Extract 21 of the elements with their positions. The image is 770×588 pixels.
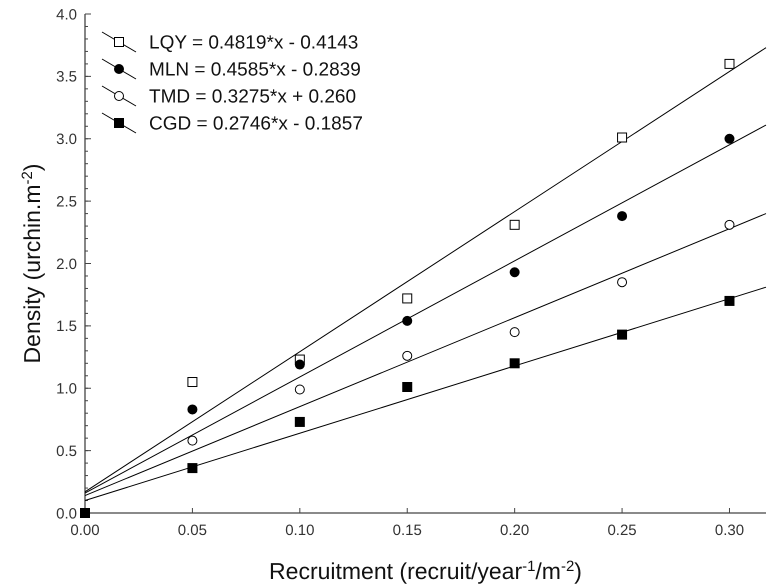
x-tick-label: 0.25 <box>607 522 637 539</box>
x-axis-title: Recruitment (recruit/year$^{-1}$/m$^{-2}$) <box>269 558 582 584</box>
y-tick-label: 3.5 <box>56 68 77 86</box>
legend-label: LQY = 0.4819*x - 0.4143 <box>149 32 358 54</box>
y-tick-label: 0.0 <box>56 505 77 522</box>
y-tick-label: 3.0 <box>56 131 77 148</box>
x-tick-label: 0.15 <box>392 522 422 539</box>
y-tick-label: 2.0 <box>56 256 77 273</box>
y-tick-label: 1.0 <box>56 380 77 398</box>
y-tick-label: 1.5 <box>56 318 77 336</box>
x-tick-label: 0.10 <box>285 522 314 539</box>
legend-label: TMD = 0.3275*x + 0.260 <box>149 86 356 108</box>
legend-label: CGD = 0.2746*x - 0.1857 <box>149 114 363 135</box>
y-tick-label: 2.5 <box>56 193 77 210</box>
y-tick-label: 0.5 <box>56 442 77 460</box>
legend-label: MLN = 0.4585*x - 0.2839 <box>149 60 361 81</box>
y-tick-label: 4.0 <box>56 6 77 24</box>
x-tick-label: 0.05 <box>178 522 208 539</box>
x-tick-label: 0.20 <box>500 522 530 539</box>
x-tick-label: 0.30 <box>714 522 744 539</box>
x-tick-label: 0.00 <box>70 522 100 539</box>
